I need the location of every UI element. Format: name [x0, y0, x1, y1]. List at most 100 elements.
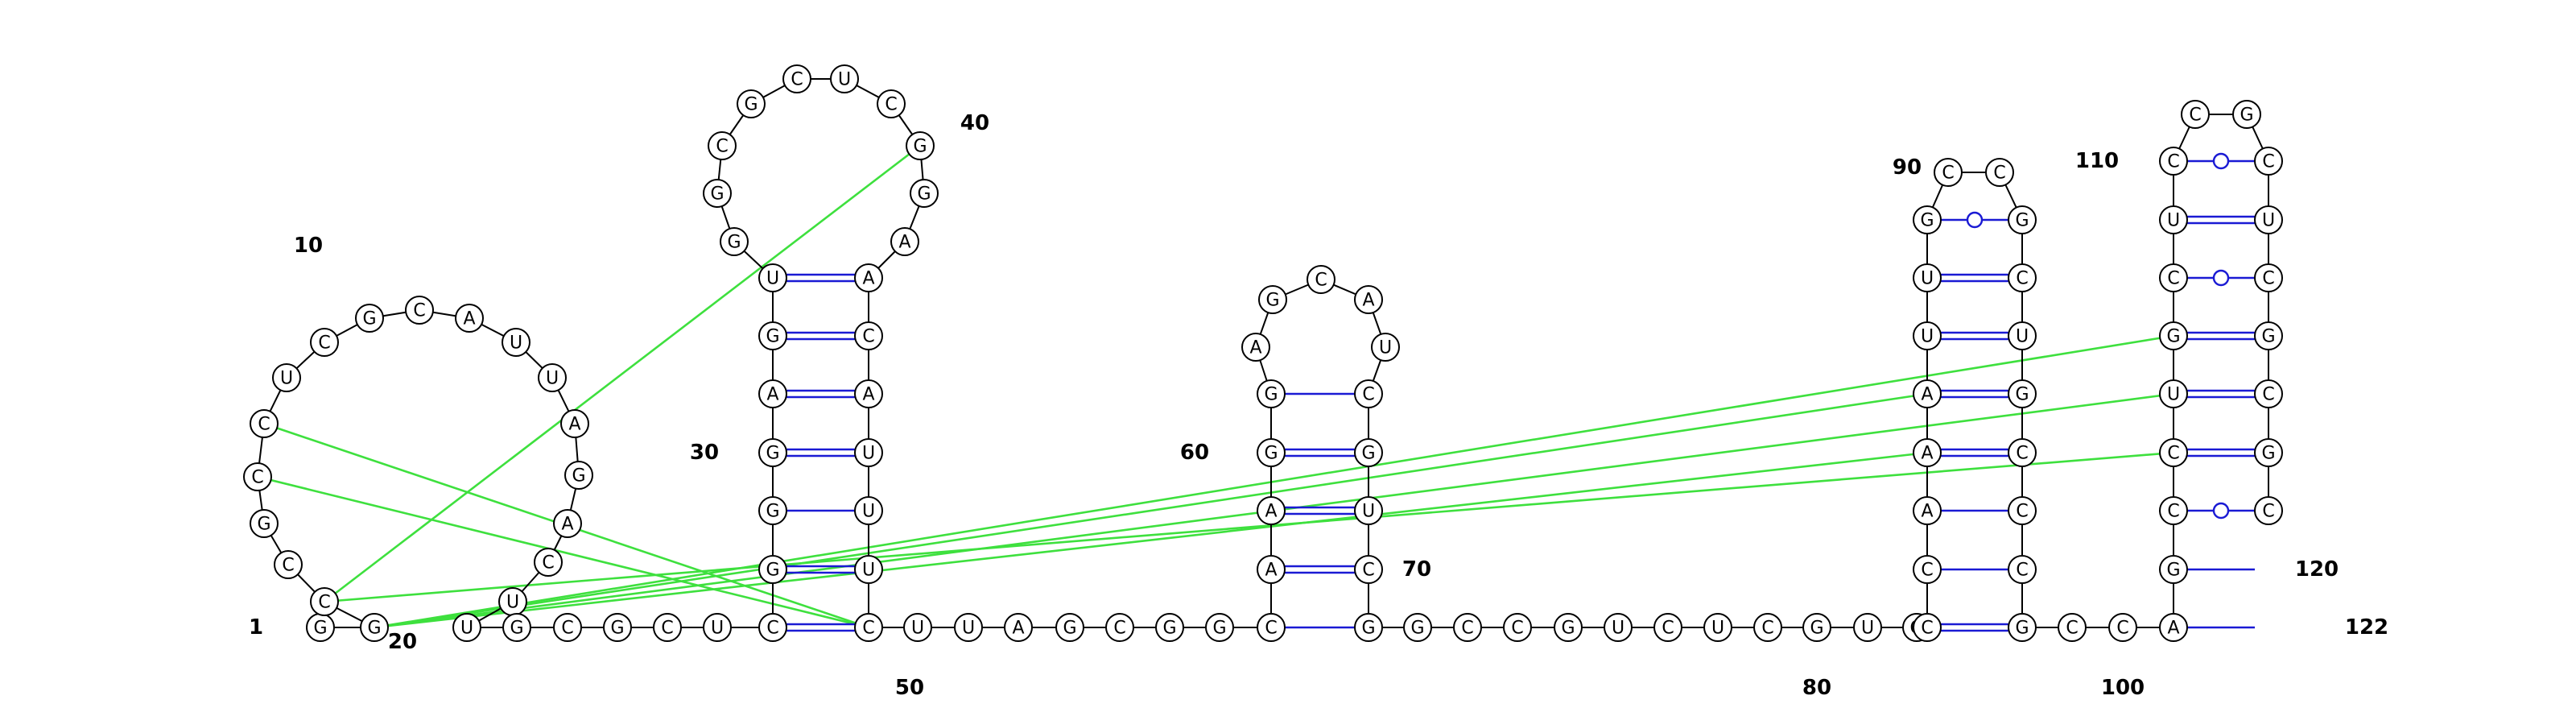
nucleotide-letter: G: [2015, 619, 2029, 639]
nucleotide-circle: [2159, 263, 2188, 292]
nucleotide: U: [272, 363, 301, 392]
nucleotide-circle: [708, 131, 737, 160]
nucleotide-circle: [758, 496, 787, 525]
nucleotide-circle: [910, 179, 939, 208]
nucleotide: G: [1258, 285, 1287, 314]
nucleotide-circle: [310, 328, 339, 357]
nucleotide: G: [1802, 613, 1831, 642]
nucleotide: C: [250, 409, 279, 438]
nucleotide: C: [310, 587, 339, 616]
nucleotide-circle: [830, 64, 859, 93]
pseudoknot-line: [324, 451, 2174, 603]
nucleotide: C: [2159, 438, 2188, 467]
pseudoknot-line: [374, 392, 1928, 629]
nucleotide: A: [2159, 613, 2188, 642]
nucleotide: G: [2232, 100, 2261, 129]
nucleotide-letter: C: [258, 415, 270, 435]
nucleotide: C: [2159, 147, 2188, 176]
nucleotide-letter: C: [885, 95, 897, 115]
nucleotide-letter: U: [2167, 385, 2180, 405]
position-label: 30: [690, 441, 719, 465]
nucleotide: U: [2159, 379, 2188, 408]
nucleotide-letter: G: [610, 619, 624, 639]
nucleotide-letter: C: [2016, 561, 2028, 581]
nucleotide-letter: G: [1920, 211, 1934, 231]
nucleotide-circle: [2159, 555, 2188, 584]
nucleotide-letter: U: [1861, 619, 1874, 639]
nucleotide: C: [1653, 613, 1682, 642]
nucleotide-letter: C: [318, 333, 330, 354]
nucleotide-letter: C: [862, 619, 874, 639]
nucleotide-letter: A: [862, 269, 874, 289]
nucleotide: G: [1354, 438, 1383, 467]
nucleotide-letter: G: [2240, 106, 2253, 126]
nucleotide: C: [2181, 100, 2210, 129]
nucleotide-letter: C: [2016, 444, 2028, 464]
nucleotide-letter: C: [2262, 152, 2274, 172]
nucleotide-letter: A: [1921, 444, 1933, 464]
nucleotide: C: [2254, 496, 2283, 525]
nucleotide-circle: [703, 613, 732, 642]
nucleotide: U: [854, 555, 883, 584]
nucleotide: C: [1753, 613, 1782, 642]
nucleotide-letter: A: [862, 385, 874, 405]
nucleotide: C: [1453, 613, 1482, 642]
nucleotide-letter: G: [1264, 385, 1278, 405]
nucleotide: C: [653, 613, 682, 642]
nucleotide-circle: [2008, 263, 2037, 292]
nucleotide: G: [2254, 438, 2283, 467]
nucleotide-circle: [2008, 438, 2037, 467]
nucleotide: A: [1913, 496, 1942, 525]
nucleotide-letter: U: [1711, 619, 1724, 639]
nucleotide-letter: C: [1315, 271, 1327, 291]
nucleotide-letter: G: [2261, 327, 2275, 347]
nucleotide-circle: [405, 296, 434, 325]
nucleotide-circle: [854, 496, 883, 525]
nucleotide-letter: A: [1265, 561, 1277, 581]
nucleotide: C: [2159, 496, 2188, 525]
nucleotide-letter: C: [1113, 619, 1125, 639]
nucleotide: G: [2008, 205, 2037, 234]
nucleotide: A: [1004, 613, 1033, 642]
nucleotide: U: [1354, 496, 1383, 525]
nucleotide-circle: [2254, 379, 2283, 408]
nucleotide-circle: [553, 509, 582, 538]
nucleotide: U: [1913, 321, 1942, 350]
nucleotide: G: [1354, 613, 1383, 642]
nucleotide-circle: [2108, 613, 2137, 642]
position-label: 40: [960, 111, 989, 135]
nucleotide: C: [1307, 265, 1335, 294]
nucleotide-circle: [603, 613, 632, 642]
nucleotide-circle: [2008, 613, 2037, 642]
nucleotide-letter: C: [2262, 502, 2274, 522]
nucleotide-letter: U: [1921, 327, 1934, 347]
nucleotide: C: [758, 613, 787, 642]
nucleotide: C: [708, 131, 737, 160]
nucleotide-letter: G: [1063, 619, 1076, 639]
nucleotide: G: [1055, 613, 1084, 642]
nucleotide-letter: C: [2167, 269, 2179, 289]
nucleotide-circle: [1653, 613, 1682, 642]
nucleotide-circle: [274, 550, 303, 579]
nucleotide-circle: [1354, 555, 1383, 584]
nucleotide-circle: [737, 89, 766, 118]
nucleotide: C: [2254, 379, 2283, 408]
nucleotide-letter: G: [257, 515, 270, 535]
nucleotide: U: [758, 263, 787, 292]
nucleotide-circle: [1604, 613, 1633, 642]
nucleotide-letter: G: [1361, 619, 1375, 639]
nucleotide: C: [1913, 613, 1942, 642]
nucleotide-circle: [250, 409, 279, 438]
nucleotide-circle: [1503, 613, 1532, 642]
nucleotide-letter: G: [710, 184, 724, 205]
nucleotide: G: [758, 321, 787, 350]
nucleotide-circle: [1257, 496, 1286, 525]
nucleotide: C: [2008, 438, 2037, 467]
nucleotide-letter: U: [1921, 269, 1934, 289]
nucleotide: U: [903, 613, 932, 642]
position-label: 20: [388, 630, 417, 654]
nucleotide-circle: [903, 613, 932, 642]
nucleotide: A: [1257, 496, 1286, 525]
nucleotide-letter: U: [2262, 211, 2275, 231]
nucleotide-circle: [2254, 147, 2283, 176]
